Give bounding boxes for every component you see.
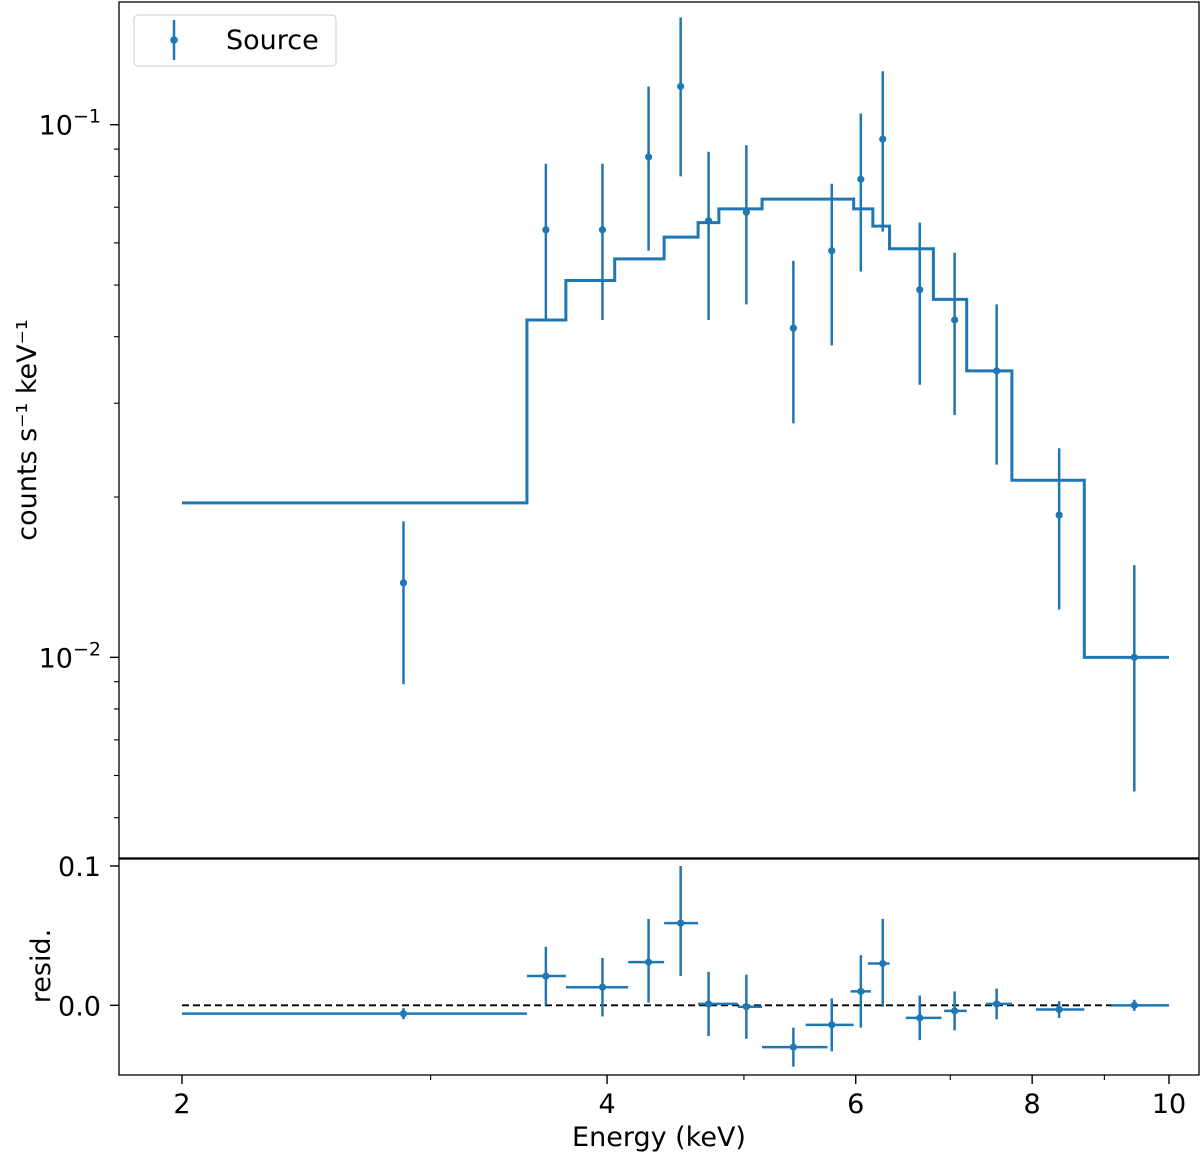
residual-marker	[1055, 1005, 1063, 1014]
residual-datapoint	[628, 918, 665, 1003]
source-marker	[857, 175, 865, 183]
residual-datapoint	[905, 995, 942, 1041]
residual-datapoint	[805, 998, 854, 1052]
residual-datapoint	[565, 957, 629, 1017]
top-major-ticks	[110, 124, 119, 659]
residual-datapoints-group	[182, 865, 1169, 1067]
source-datapoint	[916, 222, 924, 385]
residual-marker	[951, 1007, 959, 1015]
source-marker	[598, 226, 607, 234]
residual-panel: 0.1 0.0	[58, 852, 1200, 1084]
residual-datapoint	[867, 918, 890, 1007]
residual-datapoint	[944, 991, 967, 1031]
top-ytick-labels: 10−1 10−2	[39, 106, 101, 675]
legend: Source	[133, 14, 337, 67]
source-datapoint	[742, 145, 750, 305]
top-y-axis-label: counts s⁻¹ keV⁻¹	[12, 319, 43, 540]
residual-marker	[789, 1043, 797, 1051]
source-datapoint	[1130, 565, 1138, 792]
x-axis-label: Energy (keV)	[572, 1122, 746, 1153]
source-datapoint	[677, 17, 685, 177]
x-tick-label: 10	[1152, 1089, 1186, 1120]
source-datapoint	[704, 151, 713, 320]
bottom-axes-frame	[118, 858, 1200, 1076]
x-tick-labels: 2 4 6 8 10	[173, 1089, 1186, 1120]
source-datapoint	[789, 260, 797, 424]
residual-marker	[598, 983, 607, 991]
source-datapoint	[542, 163, 550, 320]
residual-marker	[742, 1003, 750, 1011]
source-marker	[789, 324, 797, 332]
residual-datapoint	[182, 1008, 527, 1020]
source-datapoint	[857, 113, 865, 272]
residual-datapoint	[850, 955, 871, 1028]
residual-datapoint	[698, 971, 738, 1036]
top-minor-ticks	[114, 148, 119, 819]
top-axes-frame	[118, 1, 1200, 859]
residual-marker	[828, 1021, 836, 1029]
residual-ticks	[110, 865, 1170, 1084]
residual-marker	[399, 1010, 408, 1018]
residual-datapoint	[737, 974, 763, 1039]
x-tick-label: 8	[1024, 1089, 1041, 1120]
source-marker	[704, 217, 713, 225]
residual-marker	[993, 1000, 1001, 1008]
source-datapoint	[993, 304, 1001, 465]
residual-marker	[857, 987, 865, 995]
residual-datapoint	[1035, 1001, 1085, 1018]
source-marker	[742, 208, 750, 216]
source-marker	[951, 316, 959, 324]
source-marker	[399, 579, 408, 587]
x-tick-label: 2	[173, 1089, 190, 1120]
residual-datapoint	[1111, 999, 1169, 1011]
source-marker	[879, 135, 887, 143]
source-marker	[1130, 653, 1138, 661]
residual-datapoint	[762, 1027, 828, 1067]
legend-marker-point	[170, 36, 178, 44]
residual-ytick-labels: 0.1 0.0	[58, 852, 101, 1022]
top-ytick-label: 10−1	[39, 106, 101, 142]
residual-datapoint	[664, 865, 699, 977]
residual-marker	[704, 1000, 713, 1008]
source-marker	[993, 367, 1001, 375]
residual-marker	[879, 959, 887, 968]
source-marker	[916, 286, 924, 294]
source-datapoint	[644, 86, 653, 251]
x-tick-label: 6	[847, 1089, 864, 1120]
residual-marker	[644, 958, 653, 966]
source-datapoint	[399, 521, 408, 685]
residual-ytick-label: 0.1	[58, 852, 101, 883]
legend-label: Source	[226, 25, 319, 56]
source-marker	[542, 226, 550, 234]
residual-marker	[916, 1014, 924, 1022]
residual-marker	[542, 972, 550, 980]
source-datapoint	[951, 252, 959, 416]
source-marker	[644, 153, 653, 161]
model-step-line	[182, 197, 1169, 659]
residual-marker	[677, 919, 685, 927]
x-tick-label: 4	[598, 1089, 615, 1120]
source-marker	[828, 247, 836, 255]
top-ytick-label: 10−2	[39, 638, 101, 674]
model-step-line-group	[182, 197, 1169, 659]
residual-y-axis-label: resid.	[26, 929, 57, 1003]
residual-marker	[1130, 1001, 1138, 1009]
legend-box	[133, 14, 337, 67]
spectrum-panel: 10−1 10−2	[39, 1, 1200, 859]
residual-datapoint	[526, 946, 566, 1006]
source-datapoint	[879, 71, 887, 232]
source-marker	[677, 82, 685, 91]
source-datapoint	[1055, 448, 1063, 610]
source-datapoints-group	[399, 17, 1138, 792]
residual-datapoint	[986, 988, 1012, 1020]
source-datapoint	[598, 163, 607, 320]
source-datapoint	[828, 183, 836, 346]
source-marker	[1055, 511, 1063, 519]
residual-ytick-label: 0.0	[58, 991, 101, 1022]
